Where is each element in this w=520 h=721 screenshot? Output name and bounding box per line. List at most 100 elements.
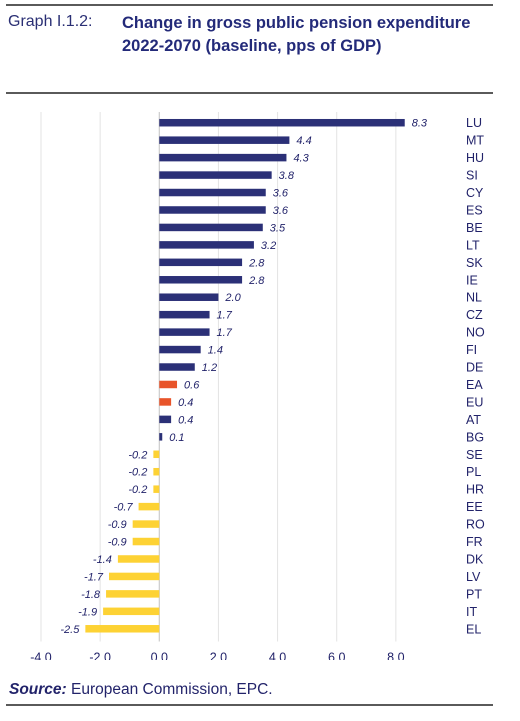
- x-tick-label: -2.0: [89, 651, 111, 661]
- category-label: FR: [466, 535, 483, 549]
- bar: [109, 572, 160, 581]
- value-label: -1.4: [93, 554, 112, 566]
- bar: [138, 502, 160, 511]
- category-label: IT: [466, 605, 477, 619]
- bar: [159, 223, 263, 232]
- value-label: -0.7: [114, 502, 134, 514]
- category-label: SI: [466, 169, 478, 183]
- value-label: 3.8: [279, 170, 295, 182]
- category-label: LU: [466, 116, 482, 130]
- bar: [159, 241, 254, 249]
- category-label: NL: [466, 291, 482, 305]
- bar: [159, 258, 243, 267]
- value-label: 2.8: [248, 257, 265, 269]
- value-label: 4.4: [296, 135, 311, 147]
- value-label: 1.7: [217, 327, 233, 339]
- x-tick-labels: -4.0 -2.0 0.0 2.0 4.0 6.0 8.0: [30, 651, 404, 661]
- bar: [103, 607, 160, 616]
- value-label: 0.4: [178, 414, 193, 426]
- value-label: -0.2: [128, 467, 147, 479]
- category-label: SK: [466, 256, 483, 270]
- graph-number-label: Graph I.1.2:: [8, 13, 93, 30]
- category-label: CZ: [466, 308, 483, 322]
- header-rule: [6, 92, 493, 94]
- x-tick-label: 0.0: [151, 651, 168, 661]
- value-label: -1.9: [78, 606, 97, 618]
- graph-title: Change in gross public pension expenditu…: [122, 14, 471, 55]
- value-label: 3.2: [261, 240, 276, 252]
- category-label: BG: [466, 430, 484, 444]
- bar: [159, 276, 243, 284]
- bar: [159, 310, 210, 319]
- bar: [159, 136, 290, 144]
- category-label: RO: [466, 518, 485, 532]
- bar: [159, 328, 210, 336]
- bar: [132, 520, 160, 528]
- value-label: 0.4: [178, 397, 193, 409]
- category-label: EA: [466, 378, 483, 392]
- value-labels: 8.3 4.4 4.3 3.8 3.6 3.6 3.5 3.2 2.8 2.8 2.0 1.7 1.7 1…: [60, 118, 428, 636]
- source-text: European Commission, EPC.: [66, 681, 273, 698]
- value-label: 2.8: [248, 275, 265, 287]
- bar: [159, 363, 195, 371]
- category-label: PL: [466, 465, 481, 479]
- category-label: LT: [466, 238, 480, 252]
- value-label: 1.7: [217, 310, 233, 322]
- top-rule: [6, 4, 493, 6]
- category-label: BE: [466, 221, 483, 235]
- category-label: AT: [466, 413, 481, 427]
- bar: [85, 625, 160, 633]
- bar: [159, 153, 287, 162]
- bar: [159, 433, 163, 441]
- category-label: EL: [466, 622, 481, 636]
- bar-chart: 8.3 4.4 4.3 3.8 3.6 3.6 3.5 3.2 2.8 2.8 2.0 1.7 1.7 1…: [30, 112, 485, 661]
- bar: [153, 467, 160, 476]
- category-label: HU: [466, 151, 484, 165]
- source-label: Source:: [9, 681, 67, 698]
- bar: [159, 398, 172, 406]
- bar: [159, 188, 266, 197]
- value-label: 4.3: [293, 153, 309, 165]
- bar: [153, 485, 160, 493]
- value-label: 1.2: [202, 362, 217, 374]
- value-label: -1.8: [81, 589, 101, 601]
- bar: [132, 537, 160, 546]
- category-label: MT: [466, 134, 484, 148]
- category-label: FI: [466, 343, 477, 357]
- bar: [117, 555, 160, 563]
- bar: [153, 450, 160, 459]
- value-label: 0.6: [184, 379, 200, 391]
- value-label: -0.9: [108, 519, 127, 531]
- value-label: 3.5: [270, 222, 286, 234]
- x-tick-label: -4.0: [30, 651, 52, 661]
- value-label: -2.5: [60, 624, 80, 636]
- bar: [159, 415, 172, 424]
- value-label: 3.6: [273, 205, 289, 217]
- x-tick-label: 4.0: [269, 651, 286, 661]
- category-label: IE: [466, 273, 478, 287]
- gridlines: [40, 112, 397, 642]
- x-tick-label: 2.0: [210, 651, 227, 661]
- category-label: ES: [466, 203, 483, 217]
- source-note: Source: European Commission, EPC.: [9, 681, 273, 699]
- bar: [159, 380, 178, 389]
- bar: [159, 293, 219, 301]
- bar: [159, 171, 272, 179]
- category-label: NO: [466, 326, 485, 340]
- value-label: -1.7: [84, 571, 104, 583]
- bar: [106, 590, 160, 598]
- bar: [159, 345, 201, 354]
- category-label: DE: [466, 361, 483, 375]
- category-label: SE: [466, 448, 483, 462]
- bars: [85, 118, 405, 633]
- category-label: EU: [466, 395, 483, 409]
- x-tick-label: 8.0: [387, 651, 404, 661]
- value-label: -0.9: [108, 537, 127, 549]
- category-label: PT: [466, 587, 482, 601]
- x-tick-label: 6.0: [328, 651, 345, 661]
- bar: [159, 118, 405, 127]
- category-label: DK: [466, 552, 484, 566]
- value-label: 3.6: [273, 188, 289, 200]
- category-label: HR: [466, 483, 484, 497]
- value-label: 2.0: [224, 292, 241, 304]
